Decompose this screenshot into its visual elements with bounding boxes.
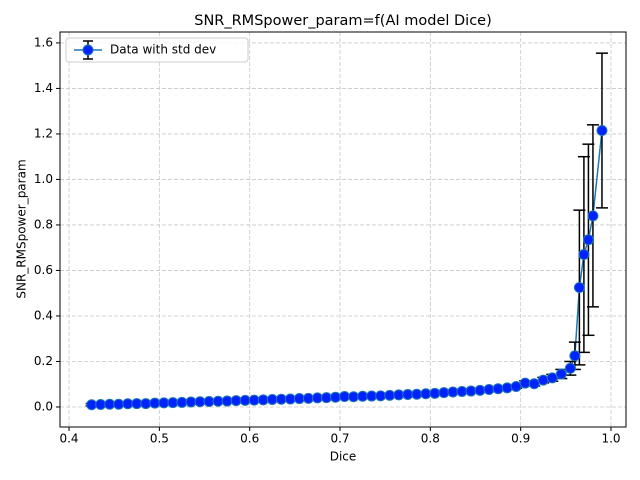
data-point bbox=[420, 388, 432, 400]
data-line bbox=[91, 130, 603, 406]
x-axis-label: Dice bbox=[330, 450, 357, 464]
data-point bbox=[113, 398, 125, 410]
x-tick-label: 0.8 bbox=[421, 432, 440, 446]
data-point bbox=[185, 396, 197, 408]
y-tick-label: 0.2 bbox=[34, 354, 53, 368]
data-point bbox=[158, 397, 170, 409]
data-point bbox=[447, 386, 459, 398]
data-point bbox=[519, 377, 531, 389]
data-point bbox=[456, 386, 468, 398]
y-tick-label: 1.6 bbox=[34, 35, 53, 49]
y-axis-label: SNR_RMSpower_param bbox=[15, 159, 29, 298]
data-point bbox=[582, 234, 594, 246]
y-tick-label: 0.4 bbox=[34, 308, 53, 322]
data-point bbox=[492, 383, 504, 395]
data-point bbox=[375, 390, 387, 402]
legend-box bbox=[65, 37, 249, 63]
data-point bbox=[429, 387, 441, 399]
data-point bbox=[384, 389, 396, 401]
x-tick-label: 0.5 bbox=[150, 432, 169, 446]
data-point bbox=[275, 393, 287, 405]
data-point bbox=[438, 387, 450, 399]
data-point bbox=[578, 249, 590, 261]
y-tick-label: 1.4 bbox=[34, 81, 53, 95]
data-point bbox=[357, 390, 369, 402]
y-tick-label: 0.6 bbox=[34, 263, 53, 277]
data-point bbox=[587, 210, 599, 222]
data-point bbox=[86, 399, 98, 411]
data-point bbox=[339, 391, 351, 403]
data-point bbox=[320, 392, 332, 404]
y-tick-label: 1.2 bbox=[34, 126, 53, 140]
data-point bbox=[293, 393, 305, 405]
data-point bbox=[501, 382, 513, 394]
data-point bbox=[393, 389, 405, 401]
data-point bbox=[537, 374, 549, 386]
data-point bbox=[95, 398, 107, 410]
data-point bbox=[528, 378, 540, 390]
plot-frame bbox=[59, 31, 627, 428]
y-tick-label: 0.0 bbox=[34, 399, 53, 413]
data-point bbox=[596, 125, 608, 137]
chart-title: SNR_RMSpower_param=f(AI model Dice) bbox=[194, 13, 492, 29]
data-point bbox=[411, 388, 423, 400]
data-point bbox=[402, 388, 414, 400]
data-point bbox=[510, 380, 522, 392]
x-tick-label: 0.7 bbox=[330, 432, 349, 446]
data-point bbox=[203, 396, 215, 408]
x-tick-label: 1.0 bbox=[601, 432, 620, 446]
data-point bbox=[284, 393, 296, 405]
data-point bbox=[555, 368, 567, 380]
data-point bbox=[366, 390, 378, 402]
data-point bbox=[465, 385, 477, 397]
data-point bbox=[239, 394, 251, 406]
data-point bbox=[149, 397, 161, 409]
legend-marker bbox=[82, 44, 94, 56]
data-point bbox=[483, 383, 495, 395]
data-point bbox=[221, 395, 233, 407]
data-point bbox=[131, 398, 143, 410]
data-point bbox=[140, 398, 152, 410]
data-point bbox=[248, 394, 260, 406]
data-point bbox=[569, 350, 581, 362]
data-point bbox=[230, 395, 242, 407]
data-point bbox=[348, 391, 360, 403]
data-point bbox=[564, 362, 576, 374]
y-tick-label: 0.8 bbox=[34, 217, 53, 231]
y-tick-label: 1.0 bbox=[34, 172, 53, 186]
data-point bbox=[573, 282, 585, 294]
data-point bbox=[546, 372, 558, 384]
data-point bbox=[176, 396, 188, 408]
data-point bbox=[167, 397, 179, 409]
data-point bbox=[122, 398, 134, 410]
data-point bbox=[266, 393, 278, 405]
data-point bbox=[474, 384, 486, 396]
x-tick-label: 0.4 bbox=[59, 432, 78, 446]
data-point bbox=[257, 394, 269, 406]
data-point bbox=[212, 395, 224, 407]
data-point bbox=[194, 396, 206, 408]
x-tick-label: 0.6 bbox=[240, 432, 259, 446]
x-tick-label: 0.9 bbox=[511, 432, 530, 446]
data-point bbox=[311, 392, 323, 404]
legend-label: Data with std dev bbox=[110, 43, 216, 57]
data-point bbox=[104, 398, 116, 410]
data-point bbox=[330, 391, 342, 403]
data-point bbox=[302, 392, 314, 404]
